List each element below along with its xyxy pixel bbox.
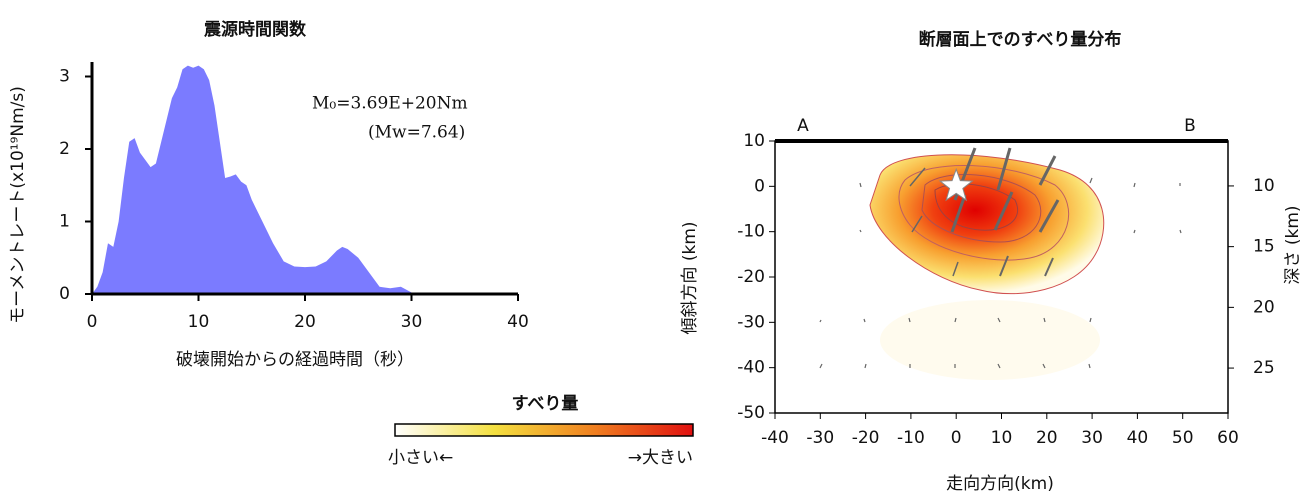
y-axis-label: モーメントレート(x10¹⁹Nm/s)	[8, 86, 28, 324]
y2-tick-label: 15	[1253, 237, 1275, 257]
y-tick-label: -30	[737, 312, 765, 332]
x-tick-label: 60	[1217, 428, 1239, 448]
y-tick-label: 2	[59, 139, 70, 159]
x-tick-label: -40	[761, 428, 789, 448]
y2-tick-label: 25	[1253, 358, 1275, 378]
y-tick-label: -50	[737, 403, 765, 423]
y-tick-label: 0	[59, 284, 70, 304]
x-tick-label: 20	[1036, 428, 1058, 448]
y-tick-label: -40	[737, 358, 765, 378]
y2-axis-label: 深さ (km)	[1283, 205, 1303, 284]
x-tick-label: -20	[852, 428, 880, 448]
x-tick-label: 10	[188, 312, 210, 332]
x-tick-label: 50	[1172, 428, 1194, 448]
x-tick-label: 10	[991, 428, 1013, 448]
x-tick-label: 0	[87, 312, 98, 332]
y-axis-label: 傾斜方向 (km)	[680, 221, 700, 334]
chart-title: 断層面上でのすべり量分布	[919, 29, 1122, 50]
colorbar-high: →大きい	[628, 448, 693, 468]
small-vectors	[819, 177, 1182, 369]
y-tick-label: -20	[737, 267, 765, 287]
x-tick-label: -10	[897, 428, 925, 448]
x-tick-label: 40	[507, 312, 529, 332]
x-tick-label: 40	[1127, 428, 1149, 448]
annotation: M₀=3.69E+20Nm	[312, 94, 468, 114]
annotation: (Mw=7.64)	[368, 123, 465, 143]
annotation: B	[1184, 116, 1196, 136]
colorbar	[394, 423, 694, 437]
slip-field	[819, 147, 1182, 380]
y2-tick-label: 20	[1253, 297, 1275, 317]
x-tick-label: 30	[401, 312, 423, 332]
y-tick-label: 1	[59, 212, 70, 232]
y-tick-label: 10	[743, 131, 765, 151]
annotation: A	[797, 116, 809, 136]
chart-title: 震源時間関数	[203, 19, 307, 40]
x-tick-label: 0	[951, 428, 962, 448]
y-tick-label: 3	[59, 67, 70, 87]
x-tick-label: -30	[806, 428, 834, 448]
x-tick-label: 30	[1081, 428, 1103, 448]
y2-tick-label: 10	[1253, 176, 1275, 196]
colorbar-low: 小さい←	[388, 448, 453, 468]
y-tick-label: 0	[754, 176, 765, 196]
y-tick-label: -10	[737, 222, 765, 242]
area	[92, 65, 417, 294]
x-tick-label: 20	[294, 312, 316, 332]
x-axis-label: 走向方向(km)	[946, 474, 1054, 494]
colorbar-title: すべり量	[512, 393, 579, 414]
x-axis-label: 破壊開始からの経過時間（秒）	[176, 350, 414, 370]
hypocenter	[938, 167, 974, 202]
